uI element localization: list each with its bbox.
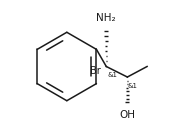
Text: &1: &1 [108,72,118,78]
Text: OH: OH [119,110,135,120]
Text: Br: Br [90,66,101,76]
Text: &1: &1 [128,83,138,89]
Text: NH₂: NH₂ [96,13,116,23]
